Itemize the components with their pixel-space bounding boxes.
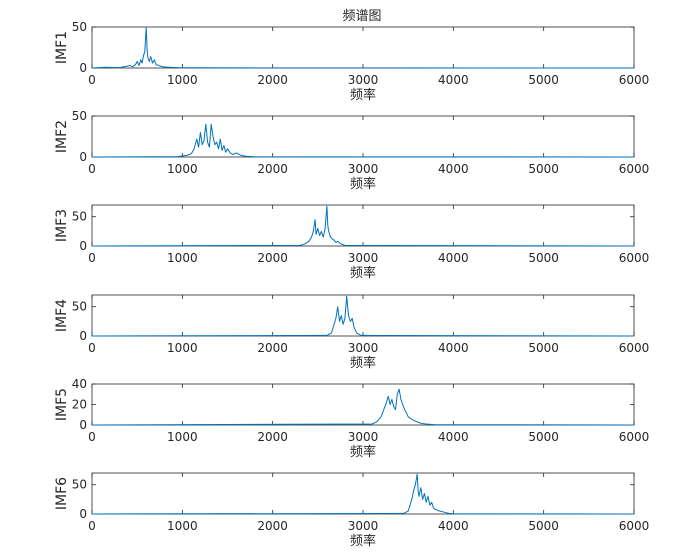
y-axis-label: IMF3	[54, 209, 70, 242]
plot-area	[91, 472, 635, 515]
subplot-3: 0 1000 2000 3000 4000 5000 6000 0 50 频率 IMF3	[54, 204, 650, 281]
y-axis-label: IMF5	[54, 388, 70, 421]
x-tick-label: 3000	[348, 162, 379, 176]
x-tick-label: 0	[88, 162, 96, 176]
series-line-1	[91, 388, 635, 426]
x-tick-label: 2000	[257, 430, 288, 444]
y-tick-label: 0	[79, 418, 87, 432]
x-axis-label: 频率	[350, 355, 376, 371]
x-tick-label: 1000	[167, 341, 198, 355]
plot-area	[91, 204, 635, 247]
y-tick-label: 50	[72, 20, 87, 34]
subplot-2: 0 1000 2000 3000 4000 5000 6000 0 50 频率 IMF2	[54, 109, 649, 192]
subplot-5: 0 1000 2000 3000 4000 5000 6000 0 20 40 频率 IMF5	[54, 377, 649, 460]
subplot-1: 0 1000 2000 3000 4000 5000 6000 0 50 频率 IMF1	[54, 20, 649, 103]
y-tick-label: 0	[79, 150, 87, 164]
x-tick-label: 6000	[619, 162, 650, 176]
subplot-4: 0 1000 2000 3000 4000 5000 6000 0 50 频率 IMF4	[54, 294, 650, 371]
series-line-1	[91, 26, 635, 69]
x-tick-label: 6000	[619, 341, 650, 355]
x-tick-label: 1000	[167, 251, 198, 265]
x-tick-label: 0	[88, 341, 96, 355]
plot-area	[91, 383, 635, 426]
y-axis-label: IMF2	[54, 120, 70, 153]
plot-area	[91, 26, 635, 69]
x-tick-label: 6000	[619, 430, 650, 444]
series-line-1	[91, 123, 635, 158]
x-tick-label: 4000	[438, 430, 469, 444]
x-tick-label: 4000	[438, 73, 469, 87]
x-tick-label: 0	[88, 519, 96, 533]
x-axis-label: 频率	[350, 176, 376, 192]
x-axis-label: 频率	[350, 87, 376, 103]
x-tick-label: 3000	[348, 251, 379, 265]
x-tick-label: 5000	[528, 251, 559, 265]
y-tick-label: 0	[79, 239, 87, 253]
x-tick-label: 1000	[167, 430, 198, 444]
y-tick-label: 0	[79, 329, 87, 343]
x-tick-label: 5000	[528, 341, 559, 355]
x-tick-label: 4000	[438, 519, 469, 533]
x-tick-label: 2000	[257, 251, 288, 265]
y-tick-label: 50	[72, 109, 87, 123]
y-axis-label: IMF6	[54, 477, 70, 510]
x-tick-label: 3000	[348, 519, 379, 533]
figure-title: 频谱图	[342, 9, 381, 24]
x-tick-label: 3000	[348, 73, 379, 87]
y-tick-label: 50	[72, 210, 87, 224]
x-tick-label: 0	[88, 430, 96, 444]
x-tick-label: 0	[88, 73, 96, 87]
x-tick-label: 5000	[528, 519, 559, 533]
x-axis-label: 频率	[350, 265, 376, 281]
subplot-6: 0 1000 2000 3000 4000 5000 6000 0 50 频率 IMF6	[54, 472, 650, 549]
x-tick-label: 4000	[438, 341, 469, 355]
x-tick-label: 4000	[438, 162, 469, 176]
series-line-1	[91, 205, 635, 247]
x-tick-label: 0	[88, 251, 96, 265]
y-tick-label: 0	[79, 61, 87, 75]
x-tick-label: 5000	[528, 162, 559, 176]
y-axis-label: IMF1	[54, 31, 70, 64]
x-tick-label: 1000	[167, 519, 198, 533]
x-tick-label: 6000	[619, 73, 650, 87]
y-axis-label: IMF4	[54, 299, 70, 332]
x-tick-label: 2000	[257, 341, 288, 355]
x-tick-label: 3000	[348, 430, 379, 444]
x-tick-label: 2000	[257, 73, 288, 87]
x-tick-label: 2000	[257, 519, 288, 533]
x-tick-label: 3000	[348, 341, 379, 355]
y-tick-label: 50	[72, 300, 87, 314]
x-tick-label: 2000	[257, 162, 288, 176]
series-line-1	[91, 473, 635, 515]
y-tick-label: 0	[79, 507, 87, 521]
y-tick-label: 40	[72, 377, 87, 391]
plot-area	[91, 294, 635, 337]
y-tick-label: 20	[72, 398, 87, 412]
x-tick-label: 1000	[167, 162, 198, 176]
x-axis-label: 频率	[350, 533, 376, 549]
plot-area	[91, 115, 635, 158]
x-tick-label: 5000	[528, 430, 559, 444]
x-tick-label: 4000	[438, 251, 469, 265]
x-axis-label: 频率	[350, 444, 376, 460]
x-tick-label: 6000	[619, 519, 650, 533]
x-tick-label: 5000	[528, 73, 559, 87]
y-tick-label: 50	[72, 478, 87, 492]
x-tick-label: 6000	[619, 251, 650, 265]
x-tick-label: 1000	[167, 73, 198, 87]
series-line-1	[91, 295, 635, 337]
